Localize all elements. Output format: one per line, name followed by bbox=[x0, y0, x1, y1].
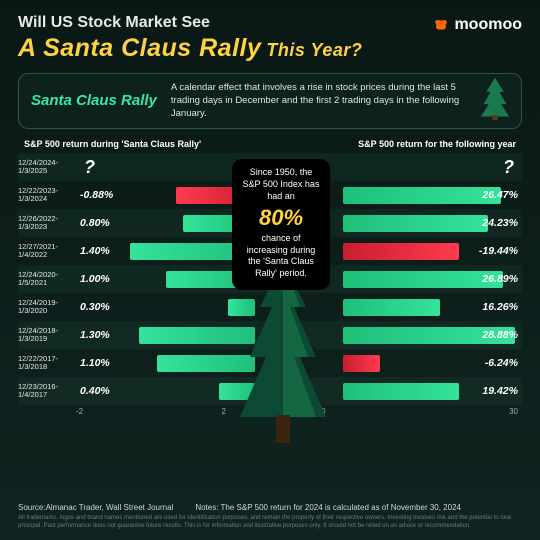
right-value: 16.26% bbox=[482, 301, 518, 313]
date-label: 12/24/2019- 1/3/2020 bbox=[18, 299, 76, 316]
left-value: 1.30% bbox=[80, 329, 110, 341]
left-tick-min: -2 bbox=[76, 407, 83, 416]
definition-box: Santa Claus Rally A calendar effect that… bbox=[18, 73, 522, 129]
tree-icon bbox=[477, 76, 513, 120]
brand-name: moomoo bbox=[454, 16, 522, 34]
callout-stat: 80% bbox=[240, 204, 322, 233]
date-label: 12/24/2020- 1/5/2021 bbox=[18, 271, 76, 288]
right-bar bbox=[343, 271, 503, 288]
callout-post: chance of increasing during the 'Santa C… bbox=[247, 233, 316, 278]
headline-line1: Will US Stock Market See bbox=[18, 14, 362, 32]
question-mark: ? bbox=[503, 157, 514, 178]
left-value: 1.00% bbox=[80, 273, 110, 285]
header: Will US Stock Market See A Santa Claus R… bbox=[18, 14, 522, 63]
center-callout: Since 1950, the S&P 500 Index has had an… bbox=[232, 159, 330, 289]
bull-icon bbox=[432, 16, 450, 34]
date-label: 12/24/2018- 1/3/2019 bbox=[18, 327, 76, 344]
right-bar bbox=[343, 187, 501, 204]
right-value: 19.42% bbox=[482, 385, 518, 397]
right-bar-track: 28.88% bbox=[343, 325, 522, 345]
question-mark: ? bbox=[84, 157, 95, 178]
column-headers: S&P 500 return during 'Santa Claus Rally… bbox=[18, 139, 522, 153]
left-bar-track: -0.88% bbox=[76, 185, 255, 205]
date-label: 12/22/2023- 1/3/2024 bbox=[18, 187, 76, 204]
left-value: -0.88% bbox=[80, 189, 113, 201]
notes-text: Notes: The S&P 500 return for 2024 is ca… bbox=[195, 503, 461, 512]
right-value: 26.89% bbox=[482, 273, 518, 285]
left-value: 1.40% bbox=[80, 245, 110, 257]
left-bar-track: ? bbox=[76, 157, 255, 177]
left-value: 0.40% bbox=[80, 385, 110, 397]
definition-title: Santa Claus Rally bbox=[31, 93, 157, 110]
brand-logo: moomoo bbox=[432, 16, 522, 34]
headline-line2: A Santa Claus Rally This Year? bbox=[18, 34, 362, 63]
right-bar-track: ? bbox=[343, 157, 522, 177]
source-text: Source:Almanac Trader, Wall Street Journ… bbox=[18, 503, 173, 512]
right-bar bbox=[343, 299, 440, 316]
right-bar-track: -6.24% bbox=[343, 353, 522, 373]
date-label: 12/22/2017- 1/3/2018 bbox=[18, 355, 76, 372]
headline: Will US Stock Market See A Santa Claus R… bbox=[18, 14, 362, 63]
infographic-root: Will US Stock Market See A Santa Claus R… bbox=[0, 0, 540, 540]
right-bar-track: 19.42% bbox=[343, 381, 522, 401]
right-header: S&P 500 return for the following year bbox=[358, 139, 516, 149]
right-bar-track: 26.89% bbox=[343, 269, 522, 289]
right-bar bbox=[343, 215, 488, 232]
right-bar-track: 16.26% bbox=[343, 297, 522, 317]
headline-rest: This Year? bbox=[266, 40, 362, 60]
right-bar-track: 24.23% bbox=[343, 213, 522, 233]
right-bar bbox=[343, 355, 380, 372]
left-value: 0.80% bbox=[80, 217, 110, 229]
right-bar-track: -19.44% bbox=[343, 241, 522, 261]
left-value: 0.30% bbox=[80, 301, 110, 313]
right-value: 26.47% bbox=[482, 189, 518, 201]
callout-pre: Since 1950, the S&P 500 Index has had an bbox=[243, 167, 320, 200]
date-label: 12/27/2021- 1/4/2022 bbox=[18, 243, 76, 260]
footer: Source:Almanac Trader, Wall Street Journ… bbox=[18, 503, 522, 530]
date-label: 12/26/2022- 1/3/2023 bbox=[18, 215, 76, 232]
date-label: 12/23/2016- 1/4/2017 bbox=[18, 383, 76, 400]
right-tick-max: 30 bbox=[509, 407, 518, 416]
left-header: S&P 500 return during 'Santa Claus Rally… bbox=[24, 139, 201, 149]
right-bar bbox=[343, 383, 459, 400]
headline-emphasis: A Santa Claus Rally bbox=[18, 34, 261, 62]
right-bar-track: 26.47% bbox=[343, 185, 522, 205]
chart-area: S&P 500 return during 'Santa Claus Rally… bbox=[18, 139, 522, 459]
definition-text: A calendar effect that involves a rise i… bbox=[171, 82, 509, 120]
right-value: 28.88% bbox=[482, 329, 518, 341]
left-bar-track: 0.80% bbox=[76, 213, 255, 233]
disclaimer-text: All trademarks, logos and brand names me… bbox=[18, 515, 522, 530]
right-bar bbox=[343, 243, 459, 260]
right-value: -6.24% bbox=[485, 357, 518, 369]
left-value: 1.10% bbox=[80, 357, 110, 369]
right-value: -19.44% bbox=[479, 245, 518, 257]
right-value: 24.23% bbox=[482, 217, 518, 229]
date-label: 12/24/2024- 1/3/2025 bbox=[18, 159, 76, 176]
